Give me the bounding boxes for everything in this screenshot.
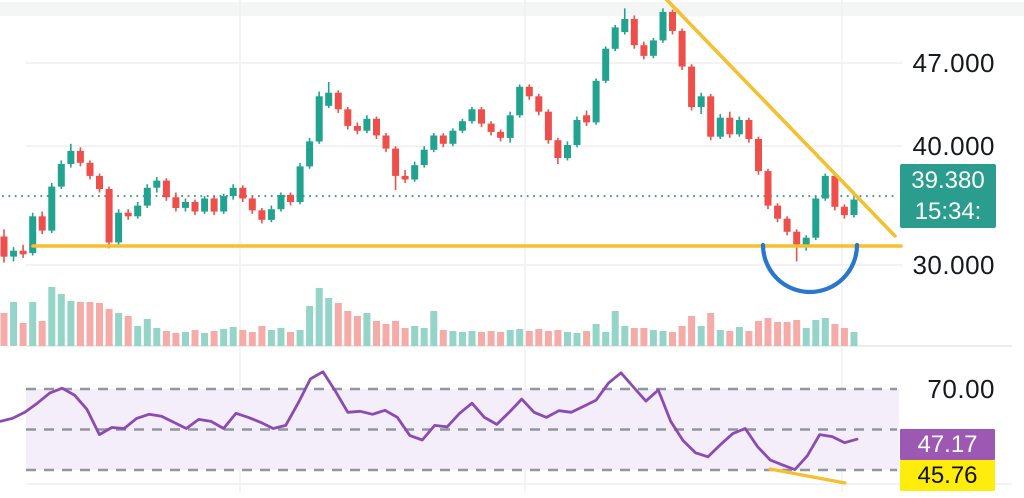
- rsi-line: [0, 370, 859, 472]
- rsi-value-badge: 47.17: [900, 429, 995, 460]
- rsi-trendline-badge: 45.76: [900, 460, 995, 491]
- rounding-bottom-arc[interactable]: [760, 242, 860, 295]
- current-price-badge: 39.380 15:34:: [900, 164, 996, 228]
- price-axis-label-40000: 40.000: [912, 131, 995, 161]
- rsi-trendline[interactable]: [768, 467, 847, 485]
- top-strip: [0, 2, 1024, 16]
- price-axis-label-47000: 47.000: [912, 48, 995, 78]
- candlestick-series: [0, 8, 858, 263]
- rsi-level-lines: [26, 387, 897, 472]
- rsi-axis-label-70: 70.00: [927, 374, 995, 404]
- current-price-time: 15:34:: [914, 198, 982, 225]
- descending-trendline[interactable]: [664, 0, 897, 238]
- current-price-value: 39.380: [911, 167, 985, 194]
- volume-series: [0, 287, 858, 346]
- price-axis-label-30000: 30.000: [912, 250, 995, 280]
